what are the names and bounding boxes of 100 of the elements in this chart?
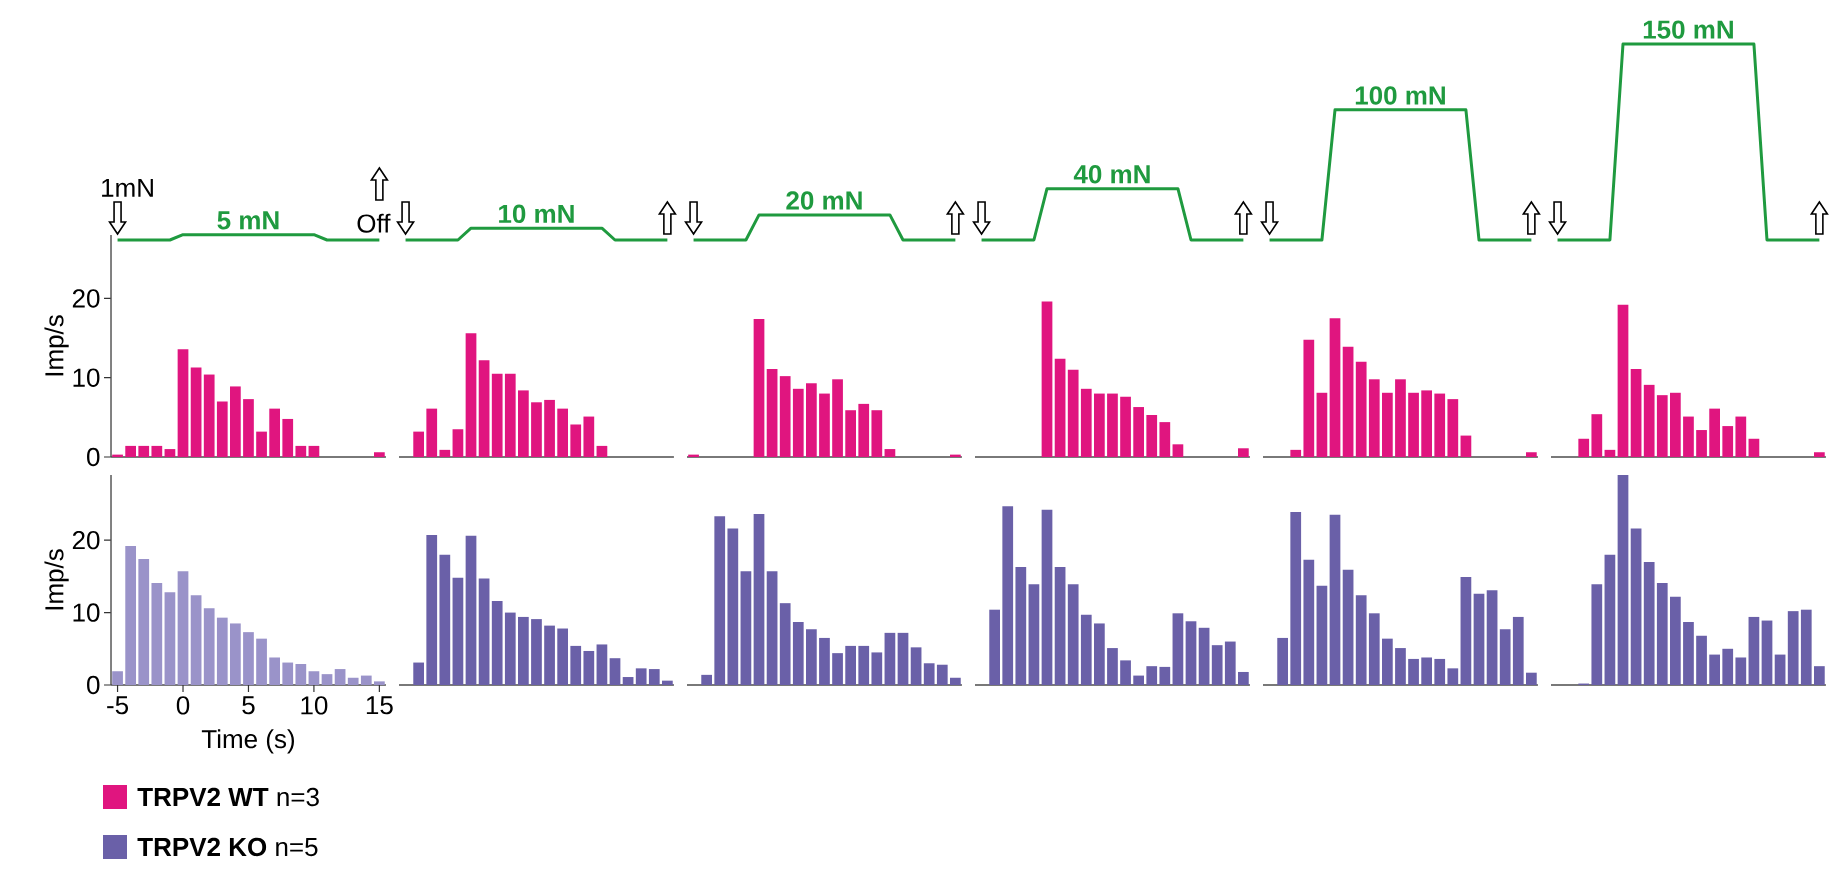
bar <box>1015 566 1027 685</box>
bar <box>871 652 883 685</box>
bar <box>465 333 477 457</box>
bar <box>1041 301 1053 457</box>
y-tick-label: 20 <box>72 530 100 550</box>
bar <box>1434 658 1446 685</box>
y-axis-title: Imp/s <box>44 315 69 376</box>
bar <box>1735 416 1747 457</box>
bar <box>1355 361 1367 457</box>
bar <box>701 674 713 685</box>
bar <box>138 445 150 457</box>
bar <box>1159 666 1171 685</box>
bar <box>518 616 529 685</box>
bar <box>308 671 320 685</box>
bar <box>871 410 883 457</box>
bar <box>190 367 202 457</box>
bar <box>531 402 542 457</box>
annotation: 100 mN <box>1355 86 1445 105</box>
bar <box>203 374 215 457</box>
bar <box>897 632 909 685</box>
bar <box>557 628 569 685</box>
bar <box>1591 414 1603 457</box>
bar <box>1146 414 1158 457</box>
bar <box>1120 660 1131 685</box>
bar <box>1526 452 1537 457</box>
bar <box>1774 654 1786 685</box>
bar <box>1382 638 1393 685</box>
bar <box>662 680 673 685</box>
bar <box>439 554 451 685</box>
bar <box>1067 369 1079 457</box>
bar <box>819 637 830 685</box>
bar <box>151 445 163 457</box>
bar <box>1368 613 1380 685</box>
bar <box>1813 666 1825 685</box>
bar <box>936 664 948 685</box>
bar <box>779 376 791 457</box>
bar <box>1761 620 1773 685</box>
bar <box>1526 672 1537 685</box>
bar <box>426 535 438 685</box>
bar <box>452 429 464 457</box>
bar <box>1133 407 1145 457</box>
bar <box>570 645 582 685</box>
bar <box>125 445 137 457</box>
x-tick-label: 15 <box>366 696 393 715</box>
bar <box>1408 658 1419 685</box>
bar <box>504 373 516 457</box>
bar <box>1683 416 1694 457</box>
bar <box>806 383 817 457</box>
bar <box>1094 623 1105 685</box>
bar <box>1120 396 1131 457</box>
bar <box>1067 584 1079 685</box>
bar <box>190 595 202 685</box>
bar <box>858 645 870 685</box>
bar <box>269 657 281 685</box>
bar <box>151 582 163 685</box>
bar <box>478 360 490 457</box>
bar <box>753 514 765 685</box>
bar <box>1395 648 1406 685</box>
bar <box>557 408 569 457</box>
y-axis-title: Imp/s <box>44 549 69 610</box>
bar <box>334 669 346 685</box>
bar <box>1421 390 1433 457</box>
bar <box>347 677 359 685</box>
bar <box>806 629 817 685</box>
bar <box>1211 645 1223 685</box>
bar <box>1447 668 1459 685</box>
bar <box>1630 528 1642 685</box>
bar <box>1159 422 1171 457</box>
bar <box>269 408 281 457</box>
bar <box>1316 585 1328 685</box>
bar <box>544 399 555 457</box>
legend-label: TRPV2 KO n=5 <box>137 837 318 857</box>
bar <box>1643 561 1655 685</box>
bar <box>1342 346 1354 457</box>
bar <box>1669 596 1681 685</box>
bar <box>544 625 555 685</box>
bar <box>1669 392 1681 457</box>
bar <box>1185 621 1197 685</box>
bar <box>923 663 935 685</box>
bar <box>491 601 503 685</box>
bar <box>308 445 320 457</box>
bar <box>413 662 425 685</box>
bar <box>1355 595 1367 685</box>
bar <box>1408 392 1419 457</box>
bar <box>230 623 241 685</box>
bar <box>570 424 582 457</box>
bar <box>1054 566 1066 685</box>
bar <box>1499 629 1511 685</box>
bar <box>1094 393 1105 457</box>
bar <box>1172 444 1184 457</box>
bar <box>164 592 176 685</box>
bar <box>1198 627 1210 685</box>
bar <box>374 452 385 457</box>
bar <box>845 410 857 457</box>
bar <box>1748 438 1760 457</box>
bar <box>295 664 307 685</box>
bar <box>1735 657 1747 685</box>
bar <box>1028 584 1040 685</box>
bar <box>1290 511 1302 685</box>
bar <box>1787 611 1799 685</box>
